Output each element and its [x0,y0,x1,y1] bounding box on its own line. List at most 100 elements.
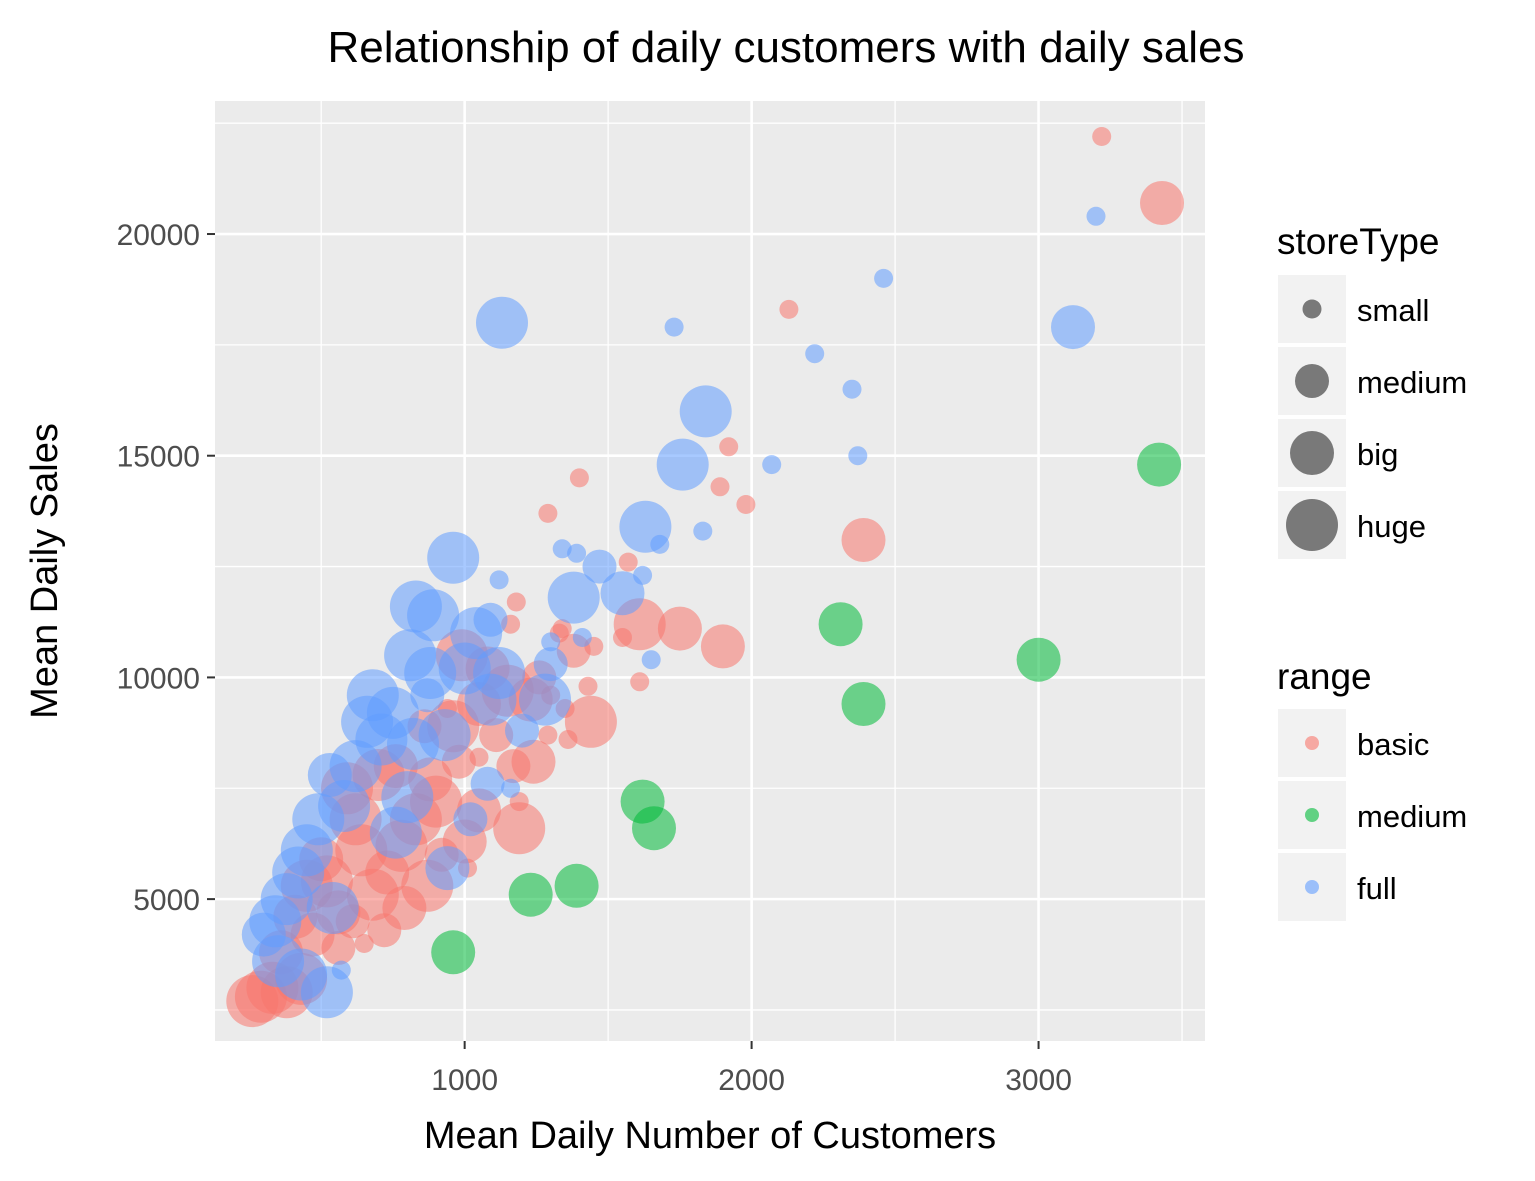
point-medium [1137,442,1182,487]
point-full [470,766,505,801]
point-full [427,531,480,584]
legend-range-medium-key [1305,808,1319,822]
point-medium [554,863,599,908]
legend-size-huge-label: huge [1357,509,1426,544]
legend-range: range basic medium full [1277,656,1467,921]
point-basic [558,730,578,749]
point-basic [700,624,745,669]
point-basic [538,725,558,745]
point-basic [321,930,356,965]
point-full [848,446,868,466]
point-medium [1016,637,1061,682]
point-basic [578,676,598,696]
point-full [842,379,862,399]
point-basic [841,518,886,562]
point-full [656,438,709,491]
point-full [567,543,587,563]
point-full [306,882,359,934]
point-full [307,753,352,797]
legend-size-medium-label: medium [1357,365,1467,400]
point-basic [710,477,730,497]
point-full [679,385,732,438]
point-full [874,268,894,288]
legend-range-title: range [1277,656,1372,697]
point-full [533,647,568,682]
point-full [505,713,539,748]
point-full [473,602,508,637]
legend-size-big-key [1290,431,1334,475]
point-basic [552,619,572,639]
x-tick-label: 1000 [431,1064,498,1097]
point-full [418,709,471,762]
point-full [552,539,572,559]
point-full [572,628,592,647]
legend-range-basic-label: basic [1357,727,1429,762]
point-medium [431,930,476,975]
point-medium [508,872,553,917]
point-basic [354,934,374,953]
y-tick-label: 15000 [117,441,200,474]
legend-size-small-key [1302,299,1322,319]
point-full [641,650,661,670]
legend-range-full-key [1305,880,1319,894]
y-tick-label: 5000 [133,884,200,917]
point-basic [569,468,589,488]
point-basic [657,606,702,651]
point-basic [479,718,514,753]
point-full [407,589,460,642]
legend-size-huge-key [1286,499,1338,551]
y-tick-label: 20000 [117,219,200,252]
point-medium [632,806,676,851]
point-full [664,317,684,337]
point-basic [613,628,632,647]
legend-storetype: storeType small medium big huge [1277,221,1467,559]
point-full [547,571,600,624]
point-basic [1092,127,1112,146]
point-full [805,344,825,364]
legend-storetype-title: storeType [1277,221,1439,262]
point-full [600,571,645,616]
point-full [762,455,782,475]
point-basic [719,437,739,457]
point-full [425,846,470,891]
point-full [1051,305,1095,350]
x-tick-label: 2000 [718,1064,785,1097]
y-axis-title: Mean Daily Sales [24,423,66,719]
point-basic [779,299,799,319]
y-axis: 5000 10000 15000 20000 [117,219,215,917]
point-basic [226,975,279,1028]
point-full [650,534,670,554]
point-full [381,771,434,824]
point-full [464,673,517,726]
point-basic [618,552,638,572]
legend-size-big-label: big [1357,437,1398,472]
point-basic [736,495,756,514]
legend-size-small-label: small [1357,293,1429,328]
x-axis-title: Mean Daily Number of Customers [424,1115,996,1157]
point-basic [630,672,650,692]
point-full [519,673,571,726]
point-medium [841,682,886,726]
point-basic [1140,181,1184,225]
point-basic [506,592,526,612]
legend-size-medium-key [1295,364,1329,398]
x-tick-label: 3000 [1005,1064,1072,1097]
point-basic [564,695,617,748]
x-axis: 1000 2000 3000 [431,1041,1072,1097]
point-full [1086,206,1106,226]
y-tick-label: 10000 [117,662,200,695]
point-full [489,570,509,590]
point-full [410,678,445,713]
point-basic [496,749,531,784]
point-basic [538,503,558,523]
point-full [476,296,528,349]
legend-range-full-label: full [1357,871,1397,906]
point-medium [818,602,863,647]
point-full [501,778,521,798]
point-full [693,521,713,541]
point-full [541,632,561,652]
legend-range-basic-key [1305,736,1319,750]
chart-title: Relationship of daily customers with dai… [327,23,1244,72]
data-points [226,127,1184,1028]
